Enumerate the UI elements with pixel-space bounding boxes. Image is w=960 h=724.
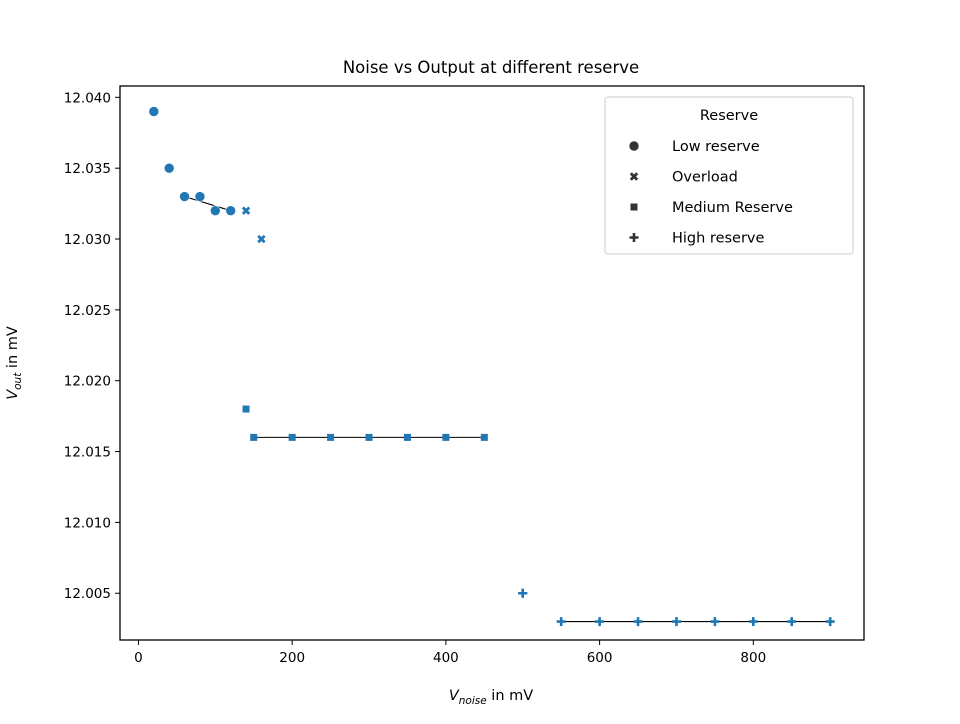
fit-lines [184, 195, 831, 623]
overload-point [241, 206, 251, 215]
low-reserve-point [225, 205, 236, 216]
high-reserve-point [748, 617, 758, 627]
chart-title: Noise vs Output at different reserve [343, 58, 639, 77]
high-reserve-point [633, 617, 643, 627]
x-axis-label-base: V [449, 688, 460, 704]
y-axis-label-sub: out [12, 372, 24, 390]
x-tick-label: 400 [433, 650, 459, 666]
overload-point [257, 234, 266, 244]
low-reserve-point [210, 205, 221, 216]
high-reserve-point [787, 617, 797, 627]
legend-entries: Low reserve Overload Medium Reserve High re… [628, 139, 793, 247]
high-reserve-point [671, 617, 681, 627]
legend-label-low-reserve: Low reserve [672, 139, 760, 155]
medium-reserve-point [365, 433, 373, 441]
fit-line-1 [184, 195, 231, 212]
legend-title: Reserve [700, 108, 758, 124]
legend-marker-medium-reserve [630, 203, 638, 211]
plot-frame [119, 85, 865, 641]
y-tick-label: 12.015 [64, 445, 111, 461]
x-tick-label: 600 [587, 650, 613, 666]
legend-marker-overload [629, 172, 639, 181]
data-markers [148, 106, 835, 627]
legend-marker-high-reserve [629, 233, 639, 242]
high-reserve-point [518, 588, 528, 598]
x-axis-label-sub: noise [459, 695, 487, 707]
low-reserve-point [148, 106, 160, 117]
medium-reserve-point [288, 433, 296, 441]
y-tick-label: 12.025 [64, 303, 111, 319]
legend-label-overload: Overload [672, 170, 738, 186]
legend-box [604, 96, 854, 255]
low-reserve-point [194, 191, 206, 202]
medium-reserve-point [480, 433, 488, 441]
y-tick-label: 12.020 [64, 374, 111, 390]
medium-reserve-point [403, 433, 411, 441]
y-axis-label-base: V [5, 389, 21, 400]
y-tick-label: 12.035 [64, 161, 111, 177]
y-axis-ticks: 12.005 12.010 12.015 12.020 12.025 12.030 12.0… [64, 90, 120, 602]
high-reserve-point [556, 617, 566, 627]
medium-reserve-point [442, 433, 450, 441]
legend-label-high-reserve: High reserve [672, 231, 765, 247]
y-axis-label: Vout in mV [5, 326, 24, 400]
x-tick-label: 800 [740, 650, 766, 666]
high-reserve-point [825, 617, 835, 627]
low-reserve-point [179, 191, 190, 202]
legend-label-medium-reserve: Medium Reserve [672, 200, 793, 216]
high-reserve-point [710, 617, 720, 627]
medium-reserve-point [242, 405, 250, 413]
high-reserve-point [595, 617, 605, 627]
x-axis-label-suffix: in mV [487, 688, 534, 704]
legend: Reserve Low reserve Overload Medium Reserv… [604, 96, 854, 255]
y-tick-label: 12.040 [64, 90, 111, 106]
low-reserve-point [163, 162, 175, 174]
medium-reserve-point [250, 433, 258, 441]
y-axis-label-suffix: in mV [5, 326, 21, 373]
legend-marker-low-reserve [628, 140, 640, 152]
x-axis-label: Vnoise in mV [449, 688, 533, 707]
x-tick-label: 0 [134, 650, 143, 666]
y-tick-label: 12.010 [64, 515, 111, 531]
medium-reserve-point [327, 433, 335, 441]
y-tick-label: 12.030 [64, 232, 111, 248]
x-axis-ticks: 0 200 400 600 800 [134, 640, 766, 666]
y-tick-label: 12.005 [64, 586, 111, 602]
x-tick-label: 200 [279, 650, 305, 666]
